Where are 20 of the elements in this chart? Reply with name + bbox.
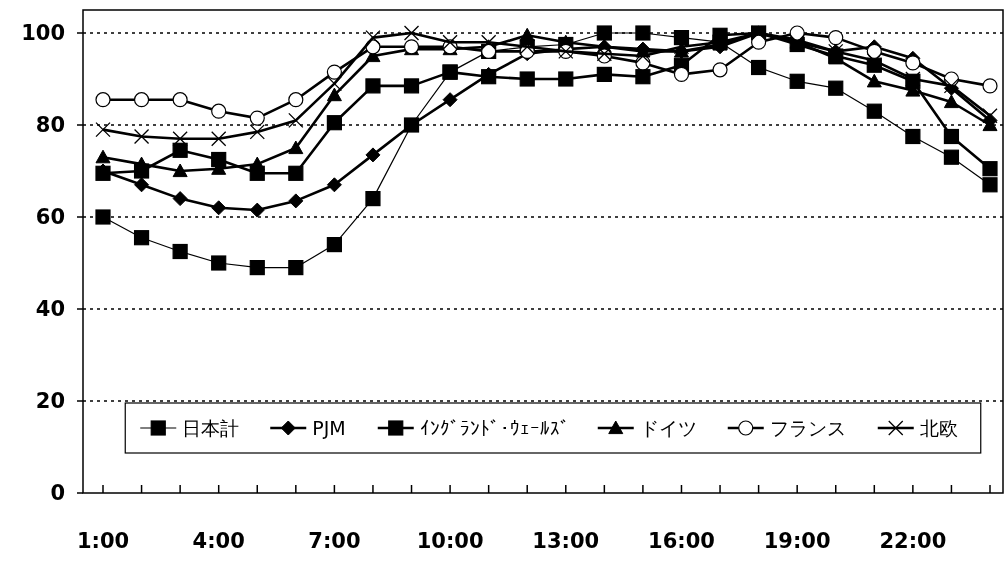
y-tick-label: 80 [35,113,65,138]
x-tick-label: 16:00 [648,529,715,553]
x-tick-label: 7:00 [308,529,361,553]
legend-label: ｲﾝｸﾞﾗﾝﾄﾞ･ｳｪｰﾙｽﾞ [419,416,570,439]
x-tick-label: 4:00 [192,529,245,553]
legend-label: 北欧 [919,416,958,439]
y-tick-label: 0 [50,481,65,506]
y-tick-label: 20 [35,389,65,414]
x-tick-label: 19:00 [763,529,831,553]
y-tick-label: 60 [35,205,65,230]
x-tick-label: 10:00 [416,529,484,553]
x-tick-label: 1:00 [76,529,130,553]
legend-label: フランス [769,416,846,439]
x-tick-label: 13:00 [532,529,600,553]
y-tick-label: 40 [35,297,65,322]
legend-label: 日本計 [182,416,240,439]
legend-label: PJM [312,416,346,439]
y-tick-label: 100 [21,21,65,46]
x-tick-label: 22:00 [879,529,947,553]
legend-label: ドイツ [639,416,697,439]
